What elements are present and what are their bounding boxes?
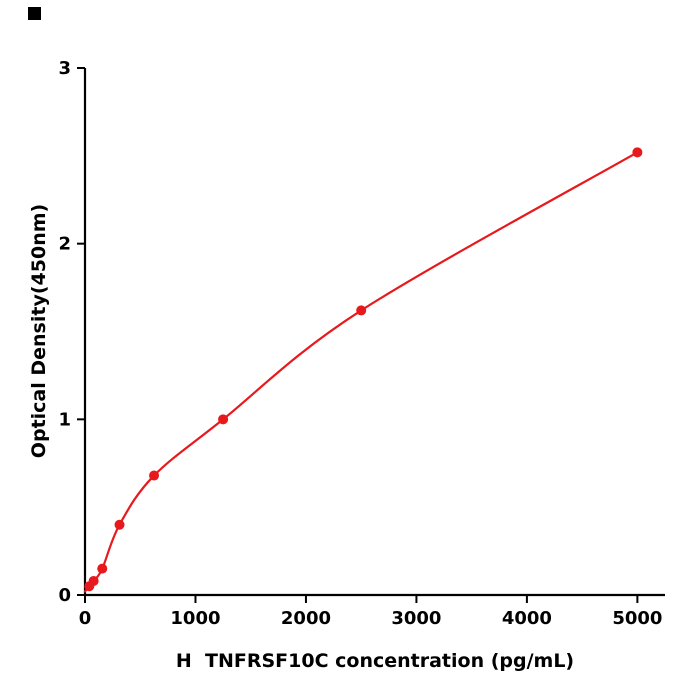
y-tick-label: 3 bbox=[58, 58, 71, 79]
y-axis-label: Optical Density(450nm) bbox=[28, 204, 50, 458]
x-axis-label: H TNFRSF10C concentration (pg/mL) bbox=[176, 650, 574, 672]
x-tick-label: 0 bbox=[79, 608, 92, 629]
corner-mark bbox=[28, 7, 41, 20]
data-series bbox=[83, 147, 643, 593]
data-point bbox=[149, 470, 160, 481]
y-tick-label: 2 bbox=[58, 234, 71, 255]
x-tick-label: 3000 bbox=[391, 608, 441, 629]
x-tick-label: 2000 bbox=[281, 608, 331, 629]
axes: 0 1000 2000 3000 4000 5000 0 1 2 3 bbox=[58, 58, 665, 629]
x-tick-label: 1000 bbox=[170, 608, 220, 629]
x-tick-label: 4000 bbox=[502, 608, 552, 629]
fit-curve bbox=[83, 151, 639, 593]
x-tick-label: 5000 bbox=[612, 608, 662, 629]
y-tick-label: 0 bbox=[58, 585, 71, 606]
data-point bbox=[218, 414, 229, 425]
data-point bbox=[97, 563, 108, 574]
y-tick-label: 1 bbox=[58, 409, 71, 430]
data-point bbox=[114, 519, 125, 530]
data-point bbox=[632, 147, 643, 158]
data-point bbox=[356, 305, 367, 316]
data-point bbox=[88, 575, 99, 586]
